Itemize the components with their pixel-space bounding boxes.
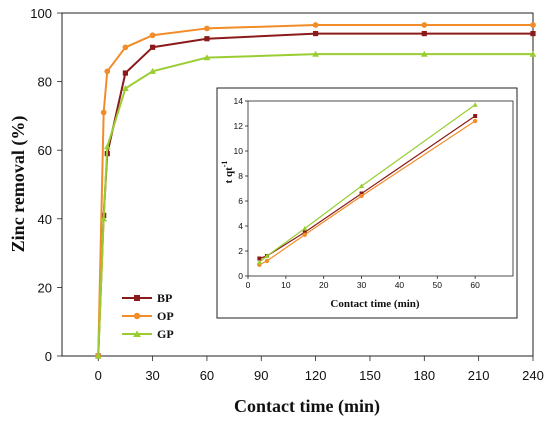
inset-data-point-bp [257, 256, 262, 261]
main-data-point-gp [420, 50, 428, 57]
inset-data-point-gp [264, 253, 270, 258]
inset-data-point-gp [256, 259, 262, 265]
inset-series [256, 102, 478, 267]
main-x-tick-label: 60 [200, 368, 214, 383]
inset-data-point-op [302, 232, 307, 237]
main-data-point-gp [94, 352, 102, 359]
main-data-point-bp [149, 44, 156, 50]
main-data-point-op [312, 22, 319, 28]
main-x-tick-label: 120 [305, 368, 327, 383]
legend-label-gp: GP [157, 327, 174, 341]
main-x-tick-label: 180 [413, 368, 435, 383]
main-data-point-bp [313, 30, 319, 37]
main-y-tick-label: 100 [30, 6, 52, 21]
inset-plot-frame [247, 100, 514, 277]
legend-label-bp: BP [157, 291, 172, 305]
main-data-point-op [204, 25, 210, 32]
legend-label-op: OP [157, 309, 174, 323]
main-x-tick-label: 30 [145, 368, 159, 383]
legend-item-bp: BP [122, 291, 172, 305]
main-y-tick-label: 60 [38, 143, 52, 158]
main-y-axis-label: Zinc removal (%) [8, 116, 29, 253]
inset-y-tick-label: 10 [234, 146, 244, 156]
inset-y-axis-label: t qt-1 [220, 161, 235, 184]
main-data-point-bp [204, 36, 210, 42]
main-x-tick-label: 90 [254, 368, 268, 383]
inset-y-tick-label: 4 [238, 221, 243, 231]
inset-data-point-bp [473, 114, 478, 118]
inset-data-point-op [264, 258, 270, 264]
main-y-tick-label: 80 [38, 75, 52, 90]
inset-y-tick-label: 14 [234, 96, 244, 106]
main-data-point-bp [122, 70, 129, 76]
inset-data-point-gp [302, 225, 308, 231]
inset-y-tick-label: 0 [238, 271, 243, 281]
main-data-point-gp [122, 85, 129, 92]
inset-x-tick-label: 50 [433, 280, 443, 290]
main-x-axis-label: Contact time (min) [234, 396, 380, 417]
inset-data-point-op [359, 193, 364, 199]
inset-x-tick-label: 60 [470, 280, 480, 290]
inset-x-tick-label: 0 [246, 280, 251, 290]
main-data-point-gp [103, 143, 111, 150]
main-x-tick-label: 240 [522, 368, 544, 383]
inset-data-point-bp [359, 191, 364, 196]
inset-x-tick-label: 30 [357, 280, 367, 290]
main-data-point-op [100, 109, 107, 116]
main-data-point-op [149, 32, 156, 39]
main-y-tick-label: 0 [45, 349, 52, 364]
main-data-point-gp [203, 54, 211, 61]
inset-data-point-bp [302, 230, 307, 235]
main-data-point-op [104, 68, 111, 75]
main-x-tick-label: 150 [359, 368, 381, 383]
main-data-point-gp [312, 50, 319, 57]
main-x-tick-label: 210 [468, 368, 490, 383]
main-data-point-op [421, 22, 428, 28]
inset-ticks: 0 10 20 30 40 50 60 0 2 4 6 8 10 12 14 [234, 96, 481, 290]
inset-y-tick-label: 6 [238, 196, 243, 206]
inset-y-axis-label-main: t qt [223, 167, 235, 184]
inset-data-point-gp [472, 102, 478, 107]
inset-y-tick-label: 2 [238, 246, 243, 256]
inset-x-axis-label: Contact time (min) [330, 298, 420, 310]
main-x-tick-label: 0 [95, 368, 102, 383]
main-series [94, 22, 537, 359]
main-data-point-op [122, 44, 129, 51]
main-data-point-op [530, 22, 536, 28]
inset-data-point-op [472, 118, 478, 124]
inset-y-axis-label-superscript: -1 [220, 161, 229, 168]
main-y-tick-label: 20 [38, 280, 52, 295]
main-data-point-gp [100, 215, 108, 222]
legend: BP OP GP [122, 291, 174, 341]
inset-y-tick-label: 12 [234, 121, 244, 131]
inset-data-point-gp [358, 183, 365, 188]
inset-x-tick-label: 20 [319, 280, 329, 290]
legend-item-gp: GP [122, 327, 174, 341]
main-y-tick-label: 40 [38, 212, 52, 227]
main-plot-frame [61, 12, 534, 357]
inset-x-tick-label: 10 [281, 280, 291, 290]
main-data-point-gp [529, 50, 537, 57]
main-data-point-bp [421, 30, 427, 37]
legend-item-op: OP [122, 309, 174, 323]
inset-y-tick-label: 8 [238, 171, 243, 181]
main-data-point-gp [149, 67, 156, 74]
inset-x-tick-label: 40 [395, 280, 405, 290]
main-data-point-bp [530, 30, 536, 37]
